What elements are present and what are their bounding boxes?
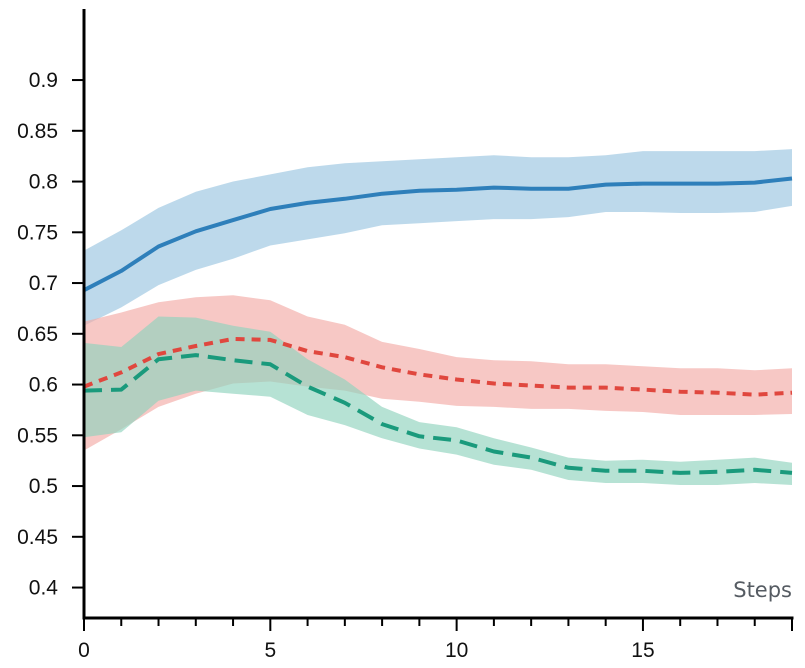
x-tick-label: 10 <box>445 639 468 662</box>
x-tick-label: 0 <box>78 639 90 662</box>
y-tick-label: 0.8 <box>29 171 58 194</box>
axes: 0.4 0.45 0.5 0.55 0.6 0.65 0.7 0.75 0.8 0.85 0.9 0 5… <box>17 9 794 662</box>
y-tick-label: 0.4 <box>29 577 59 600</box>
x-tick-label: 15 <box>631 639 654 662</box>
y-tick-label: 0.75 <box>17 221 58 244</box>
series-3-band <box>84 316 792 485</box>
y-tick-label: 0.9 <box>29 69 58 92</box>
series-1-band <box>84 149 792 326</box>
series-3-line <box>83 353 793 475</box>
y-tick-label: 0.7 <box>29 272 58 295</box>
y-tick-label: 0.55 <box>17 424 58 447</box>
y-tick-label: 0.45 <box>17 526 58 549</box>
series-1-line <box>83 176 793 292</box>
y-tick-label: 0.6 <box>29 374 58 397</box>
x-tick-label: 5 <box>264 639 276 662</box>
x-axis-label: Steps <box>733 578 792 602</box>
confidence-bands <box>84 149 792 485</box>
y-tick-label: 0.85 <box>17 120 58 143</box>
series-lines <box>83 176 793 475</box>
y-tick-label: 0.5 <box>29 475 58 498</box>
y-tick-label: 0.65 <box>17 323 58 346</box>
